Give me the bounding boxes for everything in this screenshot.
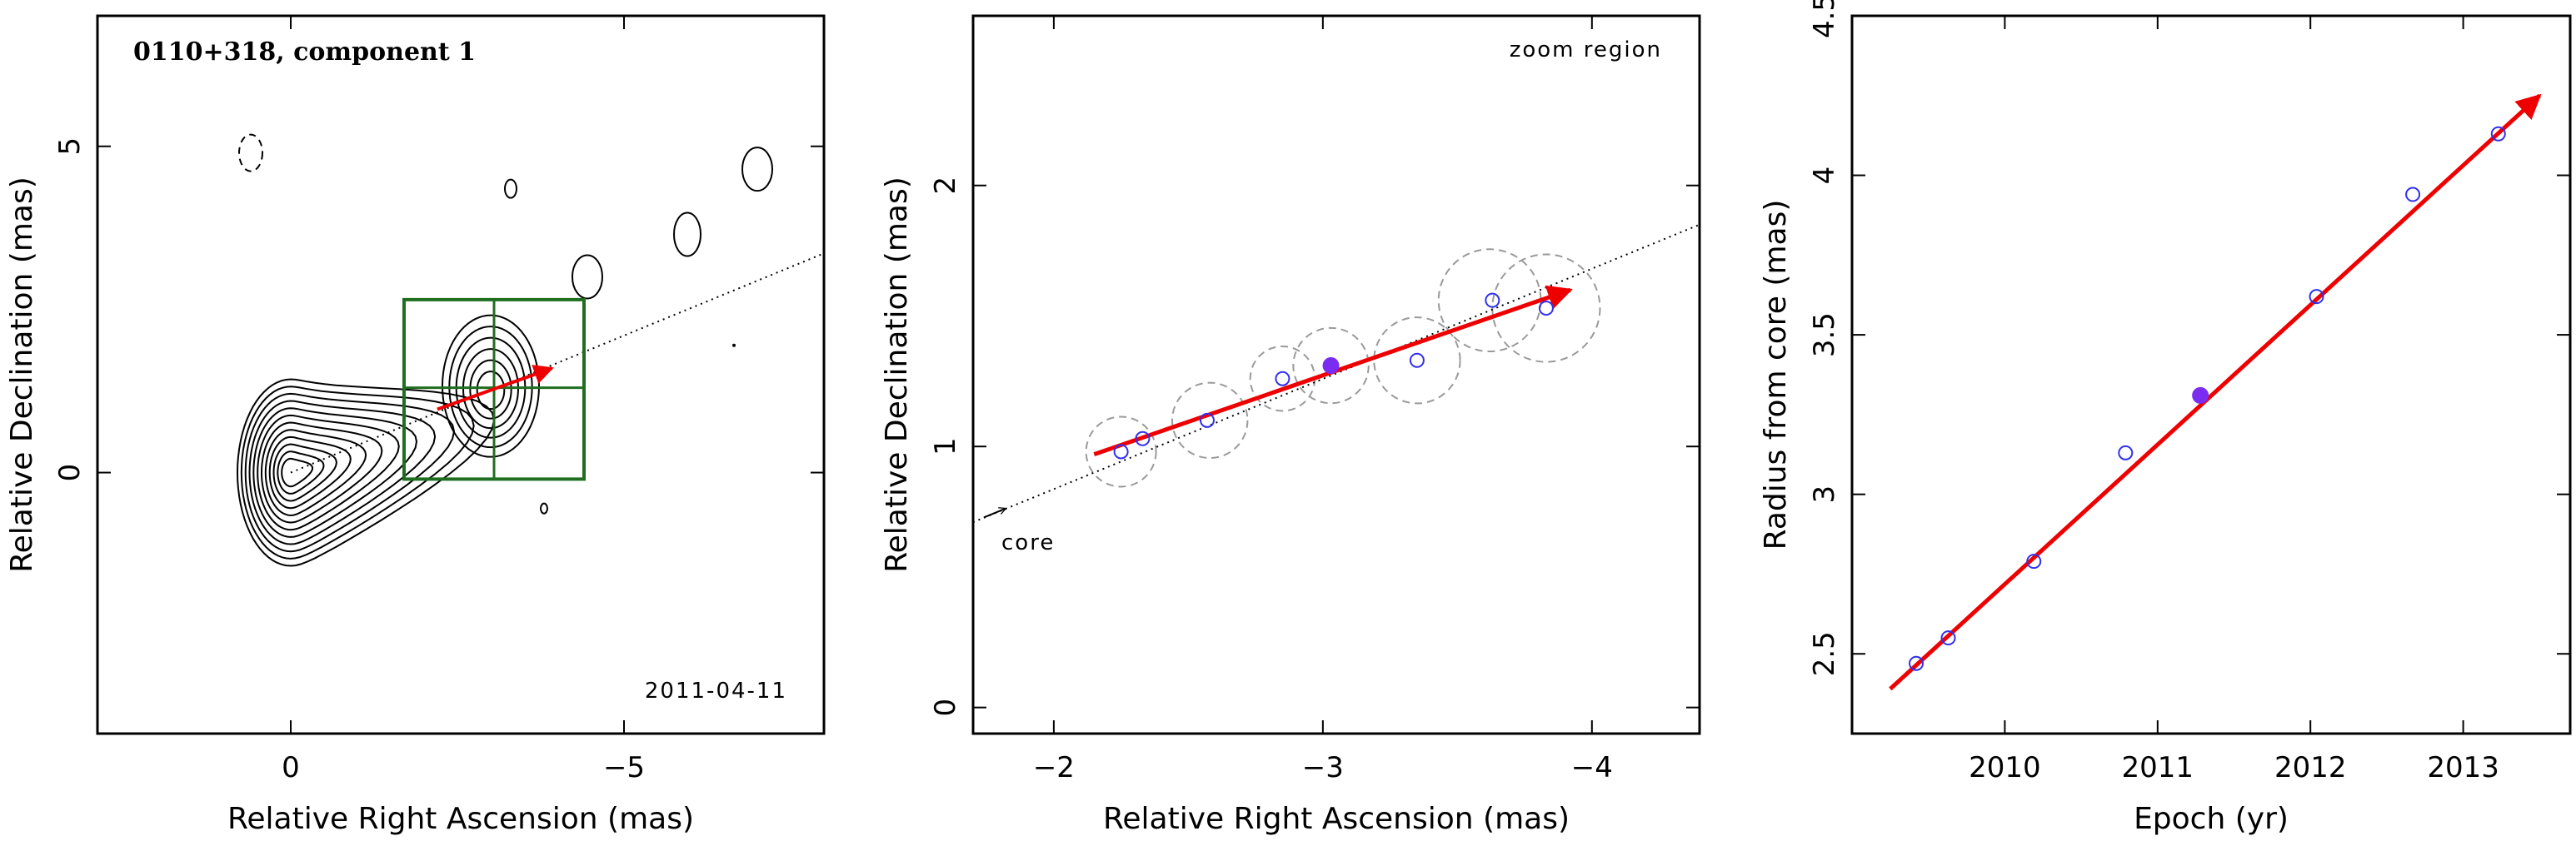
y-tick-label: 3 — [1808, 485, 1841, 504]
radius-point — [2405, 187, 2421, 202]
zoom-region-label: zoom region — [1510, 37, 1662, 62]
highlight-point — [2192, 386, 2209, 404]
radius-point — [1940, 630, 1956, 646]
y-tick-label: 2 — [929, 177, 962, 195]
uncertainty-circle — [1171, 381, 1249, 460]
position-point — [1113, 444, 1129, 460]
panel-zoom-region: −2 −3 −4 0 1 2 zoom region core Relative Righ… — [880, 14, 1701, 836]
panel1-overlay — [290, 252, 824, 481]
motion-arrow — [437, 365, 554, 411]
outer-contour — [741, 147, 773, 192]
panel1-frame — [96, 14, 826, 735]
position-point — [1275, 371, 1290, 386]
panel2-y-axis-label: Relative Declination (mas) — [880, 177, 914, 573]
component-contour — [469, 359, 512, 420]
x-tick-label: −5 — [603, 751, 645, 784]
radius-point — [1909, 655, 1925, 671]
outer-contour — [572, 254, 603, 300]
core-contour — [268, 435, 352, 510]
x-tick-label: 2011 — [2122, 751, 2194, 784]
radius-point — [2118, 445, 2134, 460]
fit-arrow — [1889, 93, 2542, 691]
panel2-frame — [971, 14, 1701, 735]
radius-plot-area — [1889, 93, 2542, 691]
y-tick-label: 0 — [53, 464, 87, 482]
position-point — [1409, 352, 1425, 368]
core-contour — [240, 386, 475, 560]
uncertainty-circle — [1292, 326, 1370, 405]
core-label: core — [1001, 530, 1055, 555]
uncertainty-circle — [1373, 316, 1461, 405]
position-point — [1199, 412, 1215, 428]
core-contour — [252, 407, 418, 538]
y-tick-label: 0 — [929, 699, 962, 717]
radius-point — [2026, 554, 2042, 570]
x-tick-label: −4 — [1571, 751, 1613, 784]
trajectory-line — [290, 252, 824, 474]
core-contour — [272, 443, 337, 502]
panel2-ticks: −2 −3 −4 0 1 2 — [929, 16, 1700, 784]
panel3-ticks: 2010 2011 2012 2013 2.5 3 3.5 4 4.5 — [1808, 0, 2570, 784]
core-direction-arrow — [983, 509, 1006, 519]
y-tick-label: 1 — [929, 437, 962, 455]
core-contour — [236, 378, 496, 567]
uncertainty-circle — [1491, 253, 1601, 363]
position-point — [1538, 301, 1554, 316]
trajectory-line — [973, 223, 1700, 524]
component-contour — [442, 314, 540, 458]
negative-contour — [238, 133, 263, 172]
highlight-point — [1322, 357, 1340, 375]
y-tick-label: 3.5 — [1808, 312, 1841, 357]
panel1-y-axis-label: Relative Declination (mas) — [5, 177, 39, 573]
core-contour — [281, 457, 314, 488]
outer-contour — [540, 502, 548, 515]
noise-point — [732, 343, 736, 347]
component-contour — [476, 371, 506, 411]
x-tick-label: 2010 — [1969, 751, 2041, 784]
x-tick-label: −2 — [1033, 751, 1075, 784]
panel3-y-axis-label: Radius from core (mas) — [1759, 200, 1793, 550]
panel2-x-axis-label: Relative Right Ascension (mas) — [1103, 802, 1570, 836]
zoom-plot-area — [973, 223, 1700, 524]
outer-contour — [673, 212, 701, 257]
core-contour — [264, 429, 367, 516]
radius-point — [2490, 126, 2506, 142]
panel1-x-axis-label: Relative Right Ascension (mas) — [227, 802, 694, 836]
y-tick-label: 4 — [1808, 167, 1841, 185]
position-point — [1135, 430, 1151, 446]
contour-plot — [236, 133, 773, 567]
core-contour — [244, 392, 456, 553]
uncertainty-circle — [1437, 248, 1542, 353]
core-contour — [260, 421, 383, 524]
y-tick-label: 4.5 — [1808, 0, 1841, 38]
y-tick-label: 2.5 — [1808, 631, 1841, 676]
position-point — [1485, 292, 1500, 308]
uncertainty-circle — [1085, 416, 1157, 488]
x-tick-label: 0 — [282, 751, 300, 784]
x-tick-label: 2013 — [2427, 751, 2499, 784]
panel1-date: 2011-04-11 — [645, 679, 787, 704]
uncertainty-circle — [1249, 345, 1316, 412]
panel1-ticks: 0 −5 0 5 — [53, 16, 824, 784]
y-tick-label: 5 — [53, 137, 87, 156]
radius-point — [2309, 289, 2324, 305]
panel3-x-axis-label: Epoch (yr) — [2134, 802, 2289, 836]
panel1-title: 0110+318, component 1 — [133, 37, 476, 67]
panel-contour-map: 0 −5 0 5 0110+318, component 1 2011-04-11 R… — [5, 14, 826, 836]
panel3-frame — [1850, 14, 2572, 735]
core-contour — [248, 400, 437, 545]
core-contour — [257, 414, 400, 531]
core-contour — [277, 450, 325, 495]
x-tick-label: 2012 — [2274, 751, 2347, 784]
panel-radius-vs-epoch: 2010 2011 2012 2013 2.5 3 3.5 4 4.5 Epoch (yr) R… — [1759, 0, 2572, 836]
outer-contour — [504, 178, 517, 199]
x-tick-label: −3 — [1302, 751, 1344, 784]
